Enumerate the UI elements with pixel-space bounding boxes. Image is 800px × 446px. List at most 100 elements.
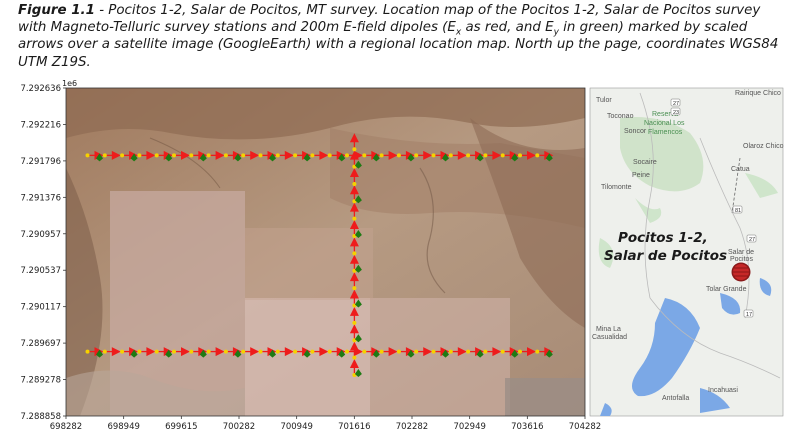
mt-station bbox=[448, 349, 453, 354]
ey-dipole-arrow bbox=[96, 153, 104, 162]
ex-dipole-arrow bbox=[349, 289, 359, 299]
ey-dipole-arrow bbox=[476, 153, 484, 162]
road-27: 27 bbox=[673, 101, 679, 107]
y-axis-exponent: 1e6 bbox=[62, 79, 77, 88]
survey-overlay bbox=[85, 133, 554, 377]
ex-dipole-arrow bbox=[181, 150, 191, 160]
mt-station bbox=[379, 153, 384, 158]
mt-station bbox=[352, 147, 357, 152]
mt-station bbox=[293, 349, 298, 354]
x-axis: 698282 698949 699615 700282 700949 701616 7022… bbox=[50, 416, 601, 432]
x-tick-label: 702282 bbox=[396, 422, 428, 432]
y-tick-label: 7.292216 bbox=[20, 120, 61, 130]
ex-dipole-arrow bbox=[527, 150, 537, 160]
mt-station bbox=[223, 349, 228, 354]
place-nacional: Nacional Los bbox=[644, 120, 685, 127]
mt-station bbox=[137, 153, 142, 158]
ex-dipole-arrow bbox=[284, 347, 294, 357]
mt-station bbox=[293, 153, 298, 158]
mt-station bbox=[172, 153, 177, 158]
ey-dipole-arrow bbox=[442, 153, 450, 162]
ex-dipole-arrow bbox=[388, 347, 398, 357]
callout-salar: Salar de Pocitos bbox=[604, 248, 727, 264]
ey-dipole-arrow bbox=[234, 349, 242, 358]
mt-station bbox=[500, 349, 505, 354]
figure-number: Figure 1.1 bbox=[18, 3, 95, 18]
y-tick-label: 7.291376 bbox=[20, 193, 61, 203]
ex-dipole-arrow bbox=[527, 347, 537, 357]
plot-frame bbox=[65, 87, 586, 417]
mt-station bbox=[352, 320, 357, 325]
reserve-area bbox=[620, 117, 704, 192]
mt-station bbox=[223, 153, 228, 158]
ex-dipole-arrow bbox=[349, 133, 359, 143]
ey-dipole-arrow bbox=[354, 230, 362, 239]
place-casualidad: Casualidad bbox=[592, 334, 627, 341]
mt-station bbox=[154, 349, 159, 354]
mt-station bbox=[275, 349, 280, 354]
caption-text-2: as red, and E bbox=[461, 20, 554, 36]
ex-dipole-arrow bbox=[111, 150, 121, 160]
mt-station bbox=[137, 349, 142, 354]
ey-dipole-arrow bbox=[303, 349, 311, 358]
x-tick-label: 704282 bbox=[569, 422, 601, 432]
mt-station bbox=[535, 153, 540, 158]
mt-station bbox=[310, 153, 315, 158]
mt-station bbox=[352, 286, 357, 291]
satellite-image bbox=[66, 88, 585, 416]
x-tick-label: 698949 bbox=[107, 422, 139, 432]
place-antofalla: Antofalla bbox=[662, 395, 689, 402]
mt-station bbox=[466, 153, 471, 158]
ey-dipole-arrow bbox=[165, 153, 173, 162]
mt-station bbox=[241, 153, 246, 158]
ex-dipole-arrow bbox=[349, 341, 359, 351]
caption-sub-y: y bbox=[553, 27, 559, 38]
x-tick-label: 700282 bbox=[223, 422, 255, 432]
survey-location-marker bbox=[731, 262, 751, 282]
y-axis: 7.292636 7.292216 7.291796 7.291376 7.290957… bbox=[20, 84, 66, 422]
ex-dipole-arrow bbox=[349, 306, 359, 316]
ey-dipole-arrow bbox=[354, 299, 362, 308]
x-tick-label: 701616 bbox=[338, 422, 370, 432]
ex-dipole-arrow bbox=[457, 347, 467, 357]
x-tick-label: 702949 bbox=[453, 422, 485, 432]
caption-text-3: in green) marked by scaled arrows over a… bbox=[18, 20, 779, 70]
mt-station bbox=[466, 349, 471, 354]
place-toconao: Toconao bbox=[607, 113, 634, 120]
mt-station bbox=[327, 349, 332, 354]
place-tolar-grande: Tolar Grande bbox=[706, 286, 747, 293]
ex-dipole-arrow bbox=[181, 347, 191, 357]
y-tick-label: 7.288858 bbox=[20, 412, 61, 422]
mt-station bbox=[345, 349, 350, 354]
mt-station bbox=[414, 349, 419, 354]
ex-dipole-arrow bbox=[349, 358, 359, 368]
ey-dipole-arrow bbox=[269, 349, 277, 358]
ex-dipole-arrow bbox=[349, 167, 359, 177]
mt-station bbox=[352, 181, 357, 186]
place-peine: Peine bbox=[632, 172, 650, 179]
mt-station bbox=[85, 153, 90, 158]
x-tick-label: 698282 bbox=[50, 422, 82, 432]
mt-station bbox=[120, 349, 125, 354]
mt-station bbox=[120, 153, 125, 158]
mt-station bbox=[189, 153, 194, 158]
y-tick-label: 7.290537 bbox=[20, 266, 61, 276]
mt-station bbox=[241, 349, 246, 354]
ex-dipole-arrow bbox=[349, 237, 359, 247]
ex-dipole-arrow bbox=[319, 150, 329, 160]
y-tick-label: 7.289278 bbox=[20, 376, 61, 386]
ex-dipole-arrow bbox=[319, 347, 329, 357]
place-catua: Catua bbox=[731, 166, 750, 173]
y-tick-label: 7.290957 bbox=[20, 230, 61, 240]
ey-dipole-arrow bbox=[354, 195, 362, 204]
place-incahuasi: Incahuasi bbox=[708, 387, 738, 394]
place-socaire: Socaire bbox=[633, 159, 657, 166]
ex-dipole-arrow bbox=[423, 150, 433, 160]
place-pocitos: Pocitos bbox=[730, 256, 753, 263]
place-tulor: Tulor bbox=[596, 97, 612, 104]
salt-flat bbox=[631, 298, 700, 397]
mt-station bbox=[396, 349, 401, 354]
place-salar-de: Salar de bbox=[728, 249, 754, 256]
ey-dipole-arrow bbox=[476, 349, 484, 358]
ey-dipole-arrow bbox=[269, 153, 277, 162]
